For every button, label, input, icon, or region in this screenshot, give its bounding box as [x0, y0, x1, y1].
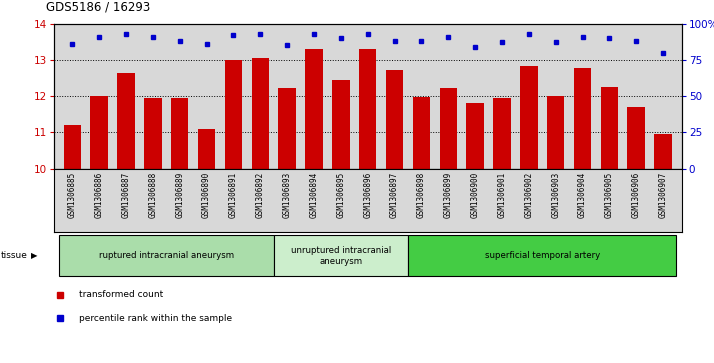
Text: GSM1306897: GSM1306897 [390, 172, 399, 218]
Text: GSM1306900: GSM1306900 [471, 172, 480, 218]
FancyBboxPatch shape [273, 236, 408, 276]
Text: GSM1306905: GSM1306905 [605, 172, 614, 218]
Bar [440, 88, 457, 169]
Text: percentile rank within the sample: percentile rank within the sample [79, 314, 232, 323]
Text: GSM1306890: GSM1306890 [202, 172, 211, 218]
Text: ruptured intracranial aneurysm: ruptured intracranial aneurysm [99, 252, 234, 260]
Bar [306, 49, 323, 169]
Text: ▶: ▶ [31, 252, 37, 260]
Text: superficial temporal artery: superficial temporal artery [485, 252, 600, 260]
Text: GSM1306889: GSM1306889 [175, 172, 184, 218]
FancyBboxPatch shape [59, 236, 273, 276]
Text: GSM1306888: GSM1306888 [149, 172, 157, 218]
Bar [144, 98, 161, 169]
Text: GSM1306895: GSM1306895 [336, 172, 346, 218]
Text: GSM1306892: GSM1306892 [256, 172, 265, 218]
Bar [493, 98, 511, 169]
Bar [600, 87, 618, 169]
Bar [117, 73, 135, 169]
Text: GSM1306903: GSM1306903 [551, 172, 560, 218]
Bar [359, 49, 376, 169]
Bar [413, 97, 430, 169]
Text: GSM1306902: GSM1306902 [524, 172, 533, 218]
Text: GSM1306898: GSM1306898 [417, 172, 426, 218]
Bar [628, 107, 645, 169]
Bar [225, 60, 242, 169]
Text: GSM1306894: GSM1306894 [309, 172, 318, 218]
FancyBboxPatch shape [408, 236, 676, 276]
Bar [64, 125, 81, 169]
Text: GSM1306899: GSM1306899 [444, 172, 453, 218]
Bar [198, 129, 216, 169]
Bar [466, 103, 484, 169]
Text: GSM1306896: GSM1306896 [363, 172, 372, 218]
Bar [251, 58, 269, 169]
Text: GSM1306904: GSM1306904 [578, 172, 587, 218]
Bar [574, 68, 591, 169]
Bar [654, 134, 672, 169]
Bar [91, 96, 108, 169]
Text: GSM1306887: GSM1306887 [121, 172, 131, 218]
Bar [520, 66, 538, 169]
Text: transformed count: transformed count [79, 290, 163, 299]
Bar [171, 98, 188, 169]
Text: tissue: tissue [1, 252, 28, 260]
Text: GSM1306901: GSM1306901 [498, 172, 506, 218]
Bar [386, 70, 403, 169]
Bar [547, 96, 564, 169]
Text: GSM1306886: GSM1306886 [95, 172, 104, 218]
Text: unruptured intracranial
aneurysm: unruptured intracranial aneurysm [291, 246, 391, 266]
Text: GSM1306885: GSM1306885 [68, 172, 77, 218]
Bar [278, 88, 296, 169]
Bar [332, 80, 350, 169]
Text: GSM1306906: GSM1306906 [632, 172, 640, 218]
Text: GDS5186 / 16293: GDS5186 / 16293 [46, 0, 151, 13]
Text: GSM1306907: GSM1306907 [658, 172, 668, 218]
Text: GSM1306893: GSM1306893 [283, 172, 291, 218]
Text: GSM1306891: GSM1306891 [229, 172, 238, 218]
